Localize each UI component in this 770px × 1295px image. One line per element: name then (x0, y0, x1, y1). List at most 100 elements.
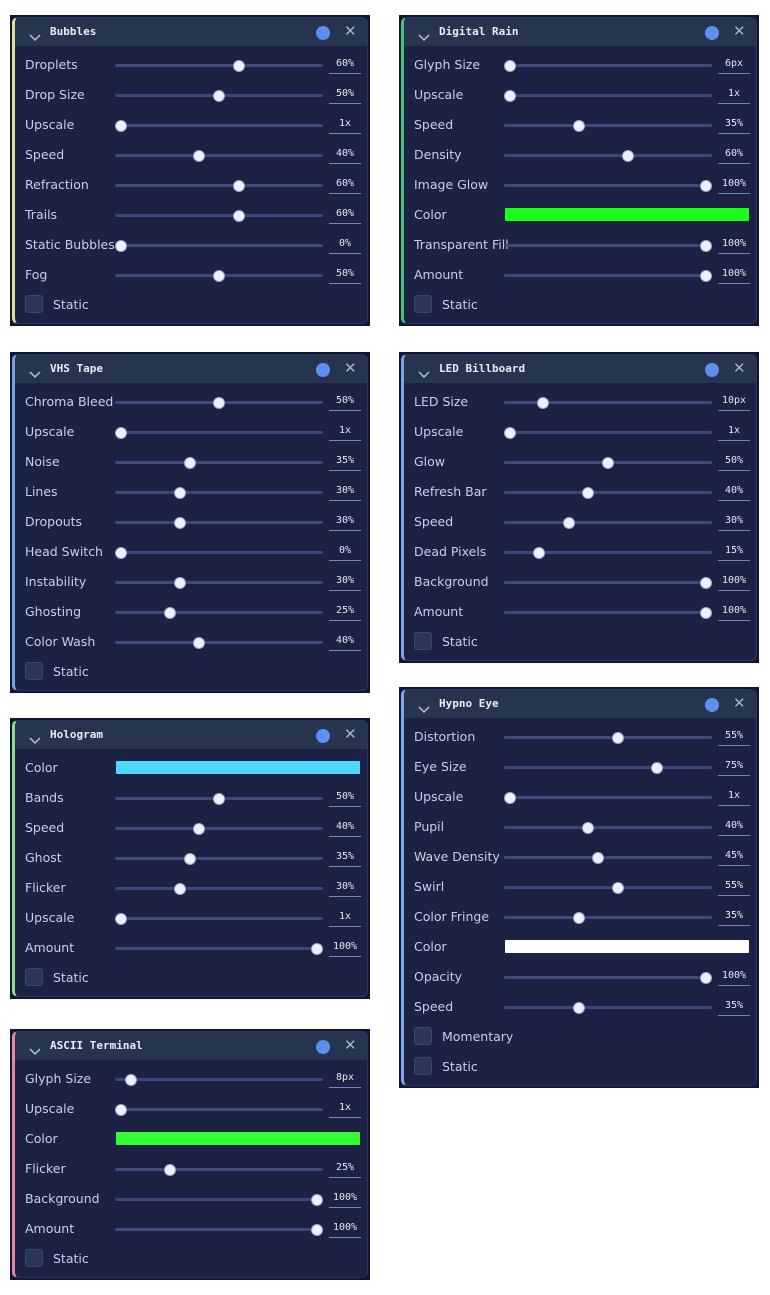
slider-track[interactable] (115, 792, 323, 805)
status-dot[interactable] (705, 26, 719, 40)
value-readout[interactable]: 35% (718, 115, 750, 134)
value-readout[interactable]: 40% (329, 145, 361, 164)
slider-knob[interactable] (193, 822, 206, 835)
slider-track[interactable] (504, 269, 712, 282)
value-readout[interactable]: 55% (718, 877, 750, 896)
slider-knob[interactable] (115, 119, 127, 132)
color-swatch[interactable] (116, 1132, 360, 1145)
value-readout[interactable]: 1x (329, 1099, 361, 1118)
color-swatch[interactable] (505, 208, 749, 221)
slider-knob[interactable] (213, 396, 225, 409)
slider-knob[interactable] (213, 269, 225, 282)
slider-knob[interactable] (621, 149, 634, 162)
value-readout[interactable]: 30% (329, 572, 361, 591)
checkbox[interactable] (414, 295, 432, 313)
value-readout[interactable]: 10px (718, 392, 750, 411)
slider-track[interactable] (115, 852, 323, 865)
value-readout[interactable]: 1x (718, 85, 750, 104)
value-readout[interactable]: 40% (718, 482, 750, 501)
close-button[interactable]: ✕ (733, 22, 746, 40)
slider-track[interactable] (115, 1073, 323, 1086)
value-readout[interactable]: 100% (329, 1219, 361, 1238)
slider-track[interactable] (115, 516, 323, 529)
value-readout[interactable]: 1x (718, 422, 750, 441)
slider-track[interactable] (504, 761, 712, 774)
slider-knob[interactable] (602, 456, 614, 469)
slider-knob[interactable] (115, 1103, 127, 1116)
slider-track[interactable] (504, 731, 712, 744)
value-readout[interactable]: 50% (329, 85, 361, 104)
checkbox[interactable] (25, 1249, 43, 1267)
slider-track[interactable] (504, 426, 712, 439)
slider-knob[interactable] (213, 89, 225, 102)
slider-track[interactable] (115, 1193, 323, 1206)
value-readout[interactable]: 50% (329, 788, 361, 807)
slider-track[interactable] (115, 576, 323, 589)
value-readout[interactable]: 1x (329, 115, 361, 134)
slider-track[interactable] (115, 209, 323, 222)
value-readout[interactable]: 8px (329, 1069, 361, 1088)
slider-knob[interactable] (611, 731, 624, 744)
value-readout[interactable]: 35% (329, 452, 361, 471)
slider-track[interactable] (115, 269, 323, 282)
value-readout[interactable]: 100% (329, 1189, 361, 1208)
status-dot[interactable] (316, 729, 330, 743)
value-readout[interactable]: 30% (329, 482, 361, 501)
value-readout[interactable]: 15% (718, 542, 750, 561)
slider-track[interactable] (504, 89, 712, 102)
slider-knob[interactable] (533, 546, 546, 559)
close-button[interactable]: ✕ (344, 22, 357, 40)
value-readout[interactable]: 25% (329, 602, 361, 621)
slider-knob[interactable] (504, 426, 516, 439)
slider-knob[interactable] (183, 456, 196, 469)
slider-track[interactable] (115, 1103, 323, 1116)
value-readout[interactable]: 30% (329, 878, 361, 897)
checkbox[interactable] (25, 295, 43, 313)
slider-track[interactable] (504, 119, 712, 132)
slider-track[interactable] (504, 821, 712, 834)
value-readout[interactable]: 50% (329, 392, 361, 411)
slider-knob[interactable] (504, 89, 516, 102)
slider-knob[interactable] (173, 882, 186, 895)
slider-track[interactable] (115, 119, 323, 132)
value-readout[interactable]: 50% (329, 265, 361, 284)
slider-track[interactable] (504, 911, 712, 924)
value-readout[interactable]: 55% (718, 727, 750, 746)
slider-knob[interactable] (193, 636, 206, 649)
slider-knob[interactable] (173, 516, 186, 529)
slider-track[interactable] (115, 426, 323, 439)
slider-track[interactable] (504, 1001, 712, 1014)
slider-knob[interactable] (115, 546, 127, 559)
slider-track[interactable] (504, 179, 712, 192)
checkbox[interactable] (25, 662, 43, 680)
slider-knob[interactable] (232, 209, 245, 222)
value-readout[interactable]: 100% (718, 602, 750, 621)
slider-track[interactable] (504, 791, 712, 804)
value-readout[interactable]: 75% (718, 757, 750, 776)
collapse-toggle[interactable] (29, 1041, 41, 1060)
slider-knob[interactable] (232, 179, 245, 192)
collapse-toggle[interactable] (29, 364, 41, 383)
value-readout[interactable]: 6px (718, 55, 750, 74)
slider-track[interactable] (115, 606, 323, 619)
slider-knob[interactable] (572, 911, 585, 924)
checkbox[interactable] (414, 632, 432, 650)
slider-knob[interactable] (164, 606, 176, 619)
value-readout[interactable]: 35% (329, 848, 361, 867)
slider-knob[interactable] (115, 912, 127, 925)
value-readout[interactable]: 30% (718, 512, 750, 531)
value-readout[interactable]: 100% (718, 265, 750, 284)
slider-knob[interactable] (700, 971, 712, 984)
value-readout[interactable]: 1x (329, 422, 361, 441)
slider-knob[interactable] (232, 59, 245, 72)
value-readout[interactable]: 35% (718, 997, 750, 1016)
slider-track[interactable] (115, 882, 323, 895)
color-swatch[interactable] (116, 761, 360, 774)
close-button[interactable]: ✕ (344, 359, 357, 377)
slider-knob[interactable] (700, 576, 712, 589)
collapse-toggle[interactable] (29, 27, 41, 46)
slider-knob[interactable] (572, 119, 585, 132)
slider-track[interactable] (115, 636, 323, 649)
value-readout[interactable]: 30% (329, 512, 361, 531)
slider-knob[interactable] (504, 59, 516, 72)
